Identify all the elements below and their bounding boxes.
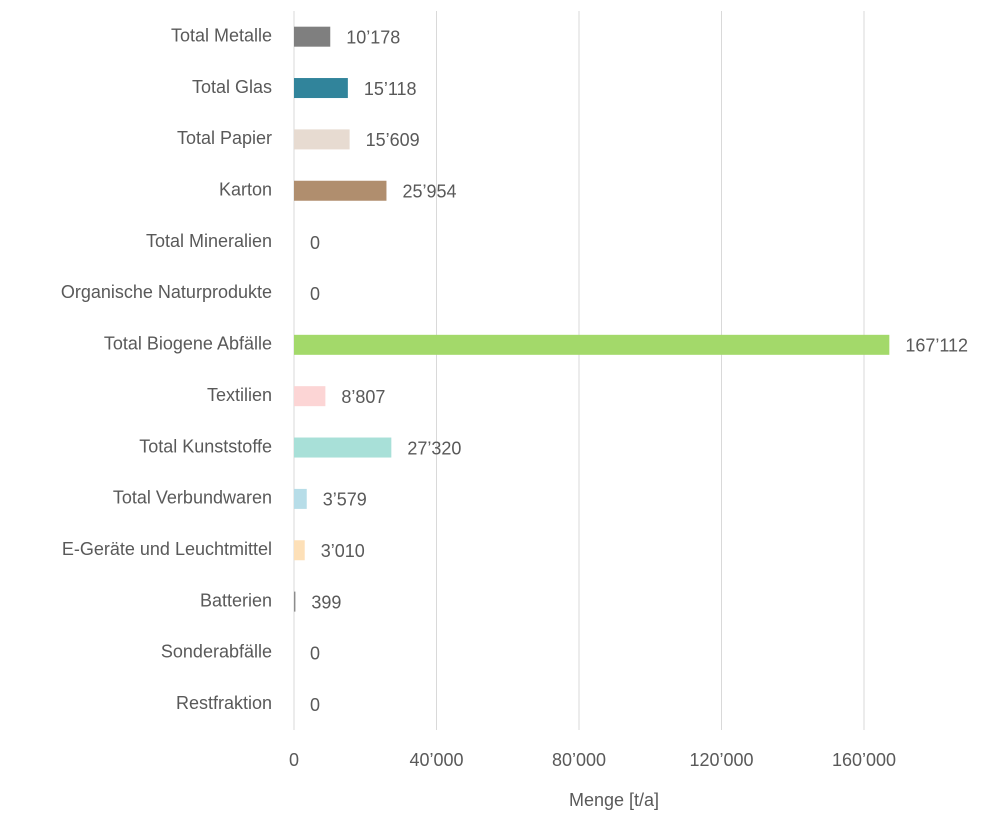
y-tick-label: Organische Naturprodukte	[61, 282, 272, 302]
y-tick-label: Total Biogene Abfälle	[104, 334, 272, 354]
x-axis-title: Menge [t/a]	[569, 790, 659, 810]
y-tick-label: Karton	[219, 180, 272, 200]
value-label: 167’112	[905, 336, 968, 356]
value-label: 399	[311, 592, 341, 612]
y-tick-label: Restfraktion	[176, 693, 272, 713]
y-tick-label: Textilien	[207, 385, 272, 405]
bar	[294, 386, 326, 407]
y-tick-label: Total Verbundwaren	[113, 488, 272, 508]
y-tick-label: Total Glas	[192, 77, 272, 97]
bar	[294, 78, 348, 99]
y-tick-label: Total Metalle	[171, 25, 272, 45]
x-tick-label: 40’000	[409, 750, 463, 770]
x-tick-label: 120’000	[689, 750, 753, 770]
y-tick-label: Batterien	[200, 590, 272, 610]
bar	[294, 437, 392, 458]
x-tick-label: 80’000	[552, 750, 606, 770]
x-tick-label: 0	[289, 750, 299, 770]
value-label: 15’118	[364, 79, 417, 99]
value-label: 27’320	[407, 438, 461, 458]
x-tick-label: 160’000	[832, 750, 896, 770]
value-label: 0	[310, 644, 320, 664]
bar	[294, 180, 387, 201]
bar	[294, 540, 305, 561]
y-tick-label: Total Kunststoffe	[139, 436, 272, 456]
value-label: 3’579	[323, 490, 367, 510]
value-label: 10’178	[346, 27, 400, 47]
y-tick-label: Total Papier	[177, 128, 272, 148]
bar	[294, 26, 331, 47]
value-label: 0	[310, 233, 320, 253]
bar	[294, 591, 296, 612]
y-tick-label: Sonderabfälle	[161, 642, 272, 662]
value-label: 8’807	[341, 387, 385, 407]
y-tick-label: Total Mineralien	[146, 231, 272, 251]
bar	[294, 129, 350, 150]
value-label: 0	[310, 284, 320, 304]
value-label: 0	[310, 695, 320, 715]
value-label: 3’010	[321, 541, 365, 561]
value-label: 15’609	[366, 130, 420, 150]
value-label: 25’954	[402, 182, 456, 202]
y-tick-label: E-Geräte und Leuchtmittel	[62, 539, 272, 559]
bar	[294, 488, 307, 509]
bar	[294, 334, 890, 355]
